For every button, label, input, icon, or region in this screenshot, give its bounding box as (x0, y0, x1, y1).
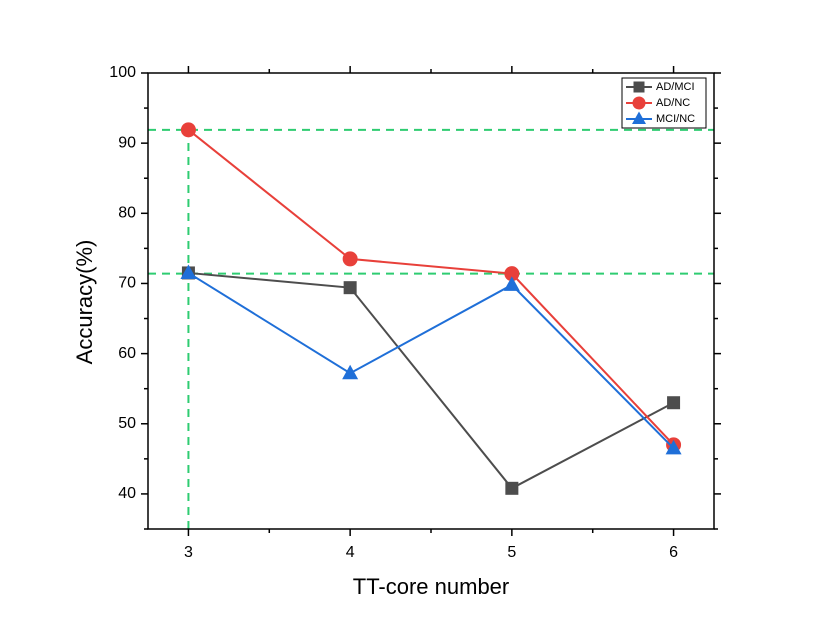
y-tick-label: 90 (118, 134, 136, 151)
x-tick-label: 5 (507, 544, 516, 561)
marker (343, 281, 357, 295)
y-tick-label: 70 (118, 275, 136, 292)
marker (633, 81, 645, 93)
legend-label: AD/NC (656, 97, 690, 109)
x-axis-label: TT-core number (353, 574, 510, 599)
marker (505, 481, 519, 495)
x-tick-label: 4 (346, 544, 355, 561)
marker (342, 251, 358, 267)
marker (632, 111, 646, 124)
y-tick-label: 40 (118, 485, 136, 502)
marker (665, 439, 682, 455)
y-tick-label: 50 (118, 415, 136, 432)
marker (180, 122, 196, 138)
series-line (187, 272, 675, 450)
marker (667, 396, 681, 410)
marker (504, 266, 520, 282)
marker (503, 276, 520, 291)
series-line (187, 129, 675, 446)
plot-frame (147, 72, 715, 530)
marker (632, 96, 646, 110)
y-tick-label: 100 (109, 64, 136, 81)
marker (342, 364, 359, 380)
x-tick-label: 6 (669, 544, 678, 561)
y-tick-label: 80 (118, 205, 136, 222)
y-axis-label: Accuracy(%) (72, 240, 97, 365)
x-tick-label: 3 (184, 544, 193, 561)
series-line (188, 271, 675, 490)
marker (180, 264, 197, 279)
y-tick-label: 60 (118, 345, 136, 362)
legend-label: MCI/NC (656, 113, 695, 125)
legend-label: AD/MCI (656, 81, 695, 93)
